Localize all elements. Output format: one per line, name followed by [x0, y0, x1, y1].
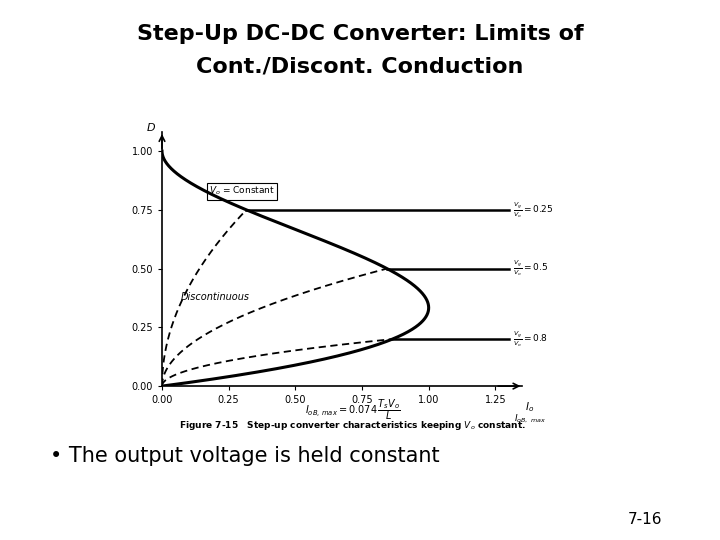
Text: $I_{oB,\,max} = 0.074\,\dfrac{T_s V_o}{L}$: $I_{oB,\,max} = 0.074\,\dfrac{T_s V_o}{L…: [305, 397, 401, 422]
Text: • The output voltage is held constant: • The output voltage is held constant: [50, 446, 440, 465]
Text: Cont./Discont. Conduction: Cont./Discont. Conduction: [197, 57, 523, 77]
Text: $V_o$ = Constant: $V_o$ = Constant: [209, 185, 275, 197]
Text: Discontinuous: Discontinuous: [181, 292, 250, 302]
Text: Step-Up DC-DC Converter: Limits of: Step-Up DC-DC Converter: Limits of: [137, 24, 583, 44]
Text: $\frac{V_g}{V_o}=0.5$: $\frac{V_g}{V_o}=0.5$: [513, 259, 548, 279]
Text: D: D: [147, 124, 156, 133]
Text: $I_{oB,\ max}$: $I_{oB,\ max}$: [514, 413, 546, 426]
Text: $\frac{V_g}{V_o}=0.8$: $\frac{V_g}{V_o}=0.8$: [513, 329, 548, 349]
Text: Figure 7-15   Step-up converter characteristics keeping $V_o$ constant.: Figure 7-15 Step-up converter characteri…: [179, 418, 526, 431]
Text: 7-16: 7-16: [628, 511, 662, 526]
Text: $\frac{V_g}{V_o}=0.25$: $\frac{V_g}{V_o}=0.25$: [513, 200, 553, 220]
Text: $I_o$: $I_o$: [526, 400, 534, 414]
